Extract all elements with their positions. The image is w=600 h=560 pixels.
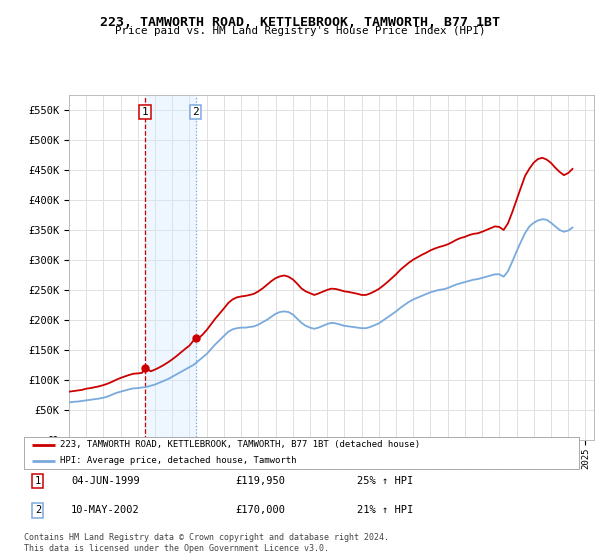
Text: 10-MAY-2002: 10-MAY-2002	[71, 505, 140, 515]
Text: 21% ↑ HPI: 21% ↑ HPI	[357, 505, 413, 515]
Text: HPI: Average price, detached house, Tamworth: HPI: Average price, detached house, Tamw…	[60, 456, 296, 465]
Bar	[145, 95, 196, 440]
Text: 1: 1	[142, 108, 148, 117]
Text: 2: 2	[35, 505, 41, 515]
Text: 223, TAMWORTH ROAD, KETTLEBROOK, TAMWORTH, B77 1BT: 223, TAMWORTH ROAD, KETTLEBROOK, TAMWORT…	[100, 16, 500, 29]
Text: £170,000: £170,000	[235, 505, 285, 515]
Text: 04-JUN-1999: 04-JUN-1999	[71, 476, 140, 486]
Text: £119,950: £119,950	[235, 476, 285, 486]
Text: 1: 1	[35, 476, 41, 486]
Text: 223, TAMWORTH ROAD, KETTLEBROOK, TAMWORTH, B77 1BT (detached house): 223, TAMWORTH ROAD, KETTLEBROOK, TAMWORT…	[60, 440, 420, 449]
Text: 2: 2	[193, 108, 199, 117]
Text: Contains HM Land Registry data © Crown copyright and database right 2024.
This d: Contains HM Land Registry data © Crown c…	[24, 533, 389, 553]
Text: Price paid vs. HM Land Registry's House Price Index (HPI): Price paid vs. HM Land Registry's House …	[115, 26, 485, 36]
Text: 25% ↑ HPI: 25% ↑ HPI	[357, 476, 413, 486]
